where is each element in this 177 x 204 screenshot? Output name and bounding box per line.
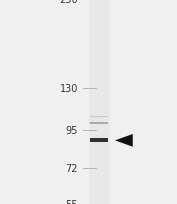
Bar <box>90 139 109 143</box>
Text: 55: 55 <box>65 199 78 204</box>
Bar <box>90 116 109 118</box>
Text: 95: 95 <box>65 125 78 135</box>
Text: 250: 250 <box>59 0 78 5</box>
Bar <box>90 122 109 125</box>
Text: 72: 72 <box>65 163 78 173</box>
Polygon shape <box>115 134 133 147</box>
Bar <box>88 0 110 204</box>
Text: 130: 130 <box>59 83 78 93</box>
